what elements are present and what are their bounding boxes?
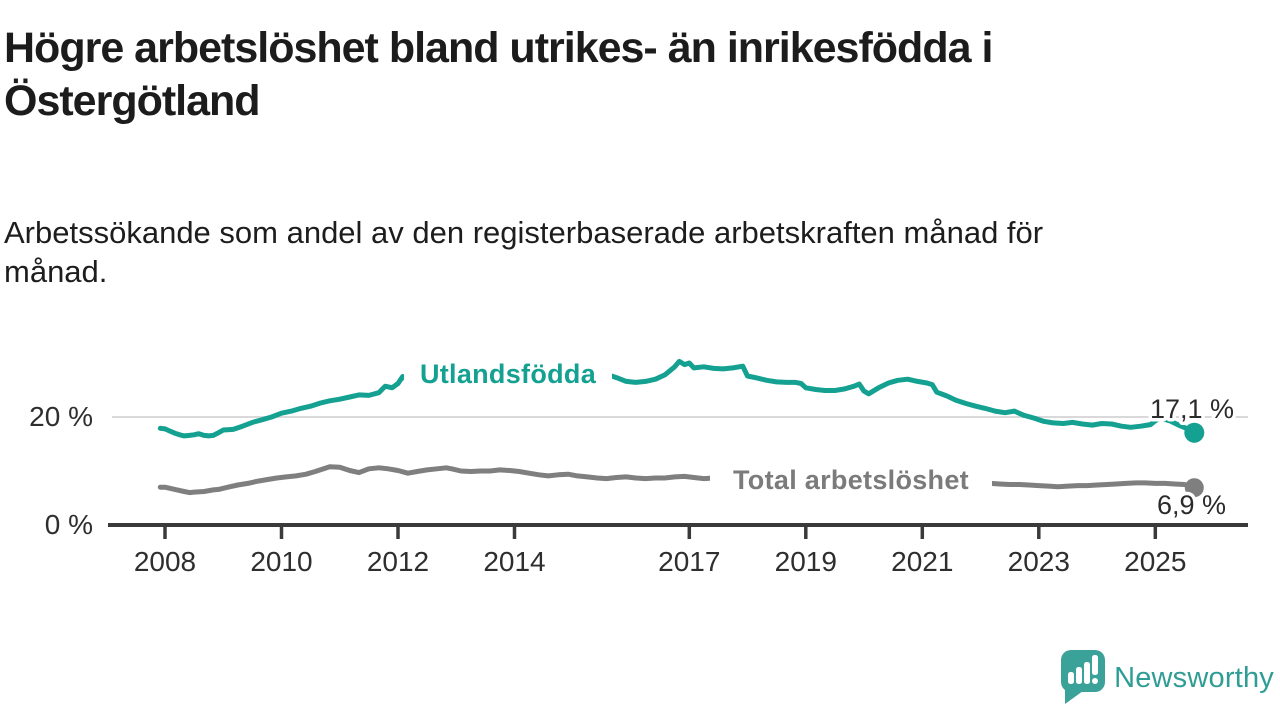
x-tick-label-2023: 2023 [1008, 546, 1070, 577]
x-tick-label-2019: 2019 [775, 546, 837, 577]
total-label-background [710, 461, 992, 495]
series-lines [157, 358, 1197, 496]
x-tick-label-2010: 2010 [250, 546, 312, 577]
series-end-dots [1184, 422, 1205, 498]
series-line-utlandsfodda [157, 358, 1197, 439]
x-tick-label-2008: 2008 [134, 546, 196, 577]
end-value-label-total: 6,9 % [1157, 490, 1226, 520]
y-axis-labels: 0 % 20 % [29, 401, 93, 540]
x-axis-ticks: 2008 2010 2012 2014 2017 2019 2021 2023 2025 [134, 525, 1186, 577]
series-line-total-arbetsloshet [157, 464, 1197, 496]
newsworthy-branding: Newsworthy [1061, 650, 1274, 706]
x-tick-label-2014: 2014 [483, 546, 545, 577]
series-end-dot-utlandsfodda [1184, 422, 1205, 443]
page-subtitle: Arbetssökande som andel av den registerb… [4, 215, 1044, 289]
newsworthy-logo-icon [1061, 650, 1106, 704]
utlandsfodda-label-background [404, 356, 612, 390]
series-label-utlandsfodda: Utlandsfödda [420, 359, 597, 389]
y-tick-label-0: 0 % [45, 509, 93, 540]
series-label-total-arbetsloshet: Total arbetslöshet [733, 465, 969, 495]
x-tick-label-2017: 2017 [658, 546, 720, 577]
end-value-label-utlandsfodda: 17,1 % [1150, 394, 1234, 424]
x-tick-label-2025: 2025 [1124, 546, 1186, 577]
series-end-dot-total-arbetsloshet [1184, 478, 1204, 498]
x-tick-label-2012: 2012 [367, 546, 429, 577]
y-tick-label-20: 20 % [29, 401, 93, 432]
x-tick-label-2021: 2021 [891, 546, 953, 577]
newsworthy-wordmark: Newsworthy [1114, 661, 1274, 694]
page-title: Högre arbetslöshet bland utrikes- än inr… [4, 24, 993, 125]
